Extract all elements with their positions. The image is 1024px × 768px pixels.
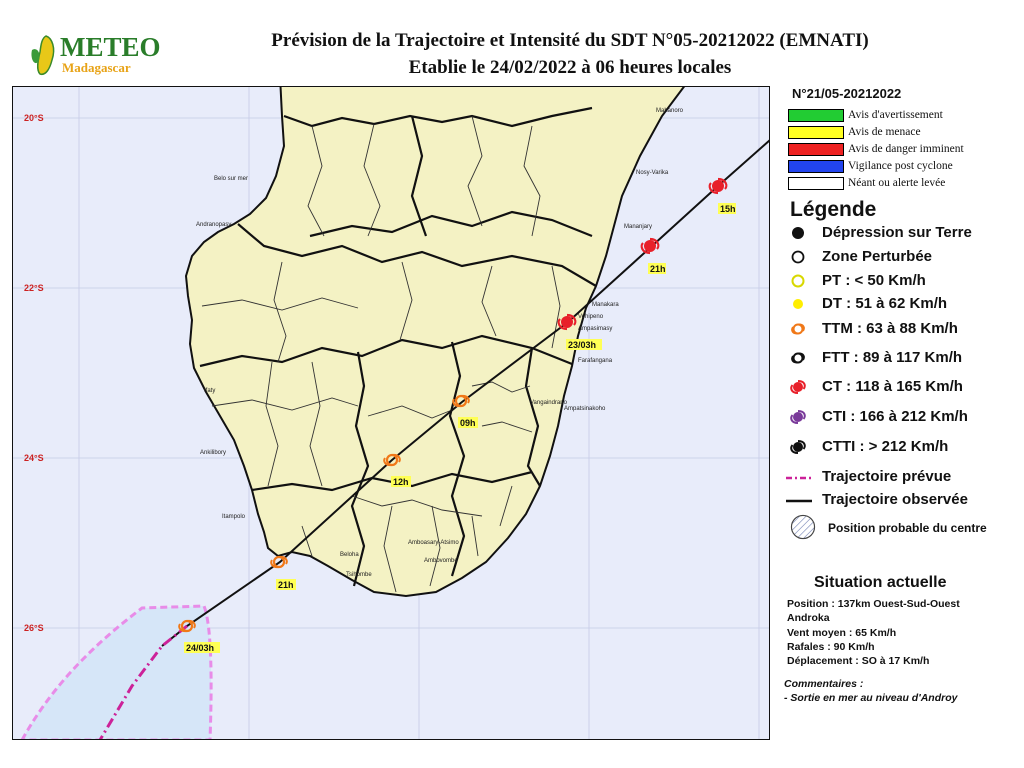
purple-cyclone-icon [788, 406, 814, 428]
alert-row-menace: Avis de menace [788, 126, 1018, 140]
alert-row-danger: Avis de danger imminent [788, 143, 1018, 157]
track-time-label: 12h [393, 477, 409, 487]
place-label: Andranopasy [196, 222, 231, 228]
legend-item-dt: DT : 51 à 62 Km/h [788, 293, 1018, 315]
track-time-label: 21h [650, 264, 666, 274]
yellow-circle-icon [788, 270, 814, 292]
place-label: Ambovombe [424, 558, 458, 564]
red-cyclone-icon [788, 376, 814, 398]
legend-label: FTT : 89 à 117 Km/h [822, 349, 962, 366]
legend-item-pt: PT : < 50 Km/h [788, 270, 1018, 292]
alert-swatch [788, 109, 844, 122]
track-time-label: 15h [720, 204, 736, 214]
place-label: Mananjary [624, 224, 652, 230]
lat-label-26s: 26°S [24, 623, 44, 633]
alert-label: Néant ou alerte levée [848, 177, 945, 189]
alert-swatch [788, 126, 844, 139]
page-title: Prévision de la Trajectoire et Intensité… [160, 30, 980, 52]
alert-swatch [788, 177, 844, 190]
alert-swatch [788, 160, 844, 173]
place-label: Vohipeno [578, 314, 604, 320]
alert-label: Avis de danger imminent [848, 143, 964, 155]
legend-item-ftt: FTT : 89 à 117 Km/h [788, 347, 1018, 369]
legend-item-depression-terre: Dépression sur Terre [788, 222, 1018, 244]
situation-position: Position : 137km Ouest-Sud-Ouest [787, 598, 960, 610]
place-label: Vangaindrano [530, 400, 568, 406]
legend-item-ct: CT : 118 à 165 Km/h [788, 376, 1018, 398]
legend-label: CTTI : > 212 Km/h [822, 438, 948, 455]
black-cyclone-icon [788, 436, 814, 458]
place-label: Belo sur mer [214, 176, 248, 182]
place-label: Manakara [592, 302, 619, 308]
legend-item-trajectoire-prevue: Trajectoire prévue [788, 466, 1018, 488]
lat-label-24s: 24°S [24, 453, 44, 463]
place-label: Ifaty [204, 388, 215, 394]
lat-label-20s: 20°S [24, 113, 44, 123]
comments-text: - Sortie en mer au niveau d'Androy [784, 692, 957, 704]
place-label: Mahanoro [656, 108, 684, 114]
place-label: Ampatsinakoho [564, 406, 606, 412]
orange-storm-icon [788, 318, 814, 340]
track-time-label: 21h [278, 580, 294, 590]
situation-position-place: Androka [787, 612, 830, 624]
alert-row-avertissement: Avis d'avertissement [788, 109, 1018, 123]
track-time-label: 24/03h [186, 643, 214, 653]
alert-row-neant: Néant ou alerte levée [788, 177, 1018, 191]
madagascar-logo-icon [28, 30, 62, 80]
legend-label: Dépression sur Terre [822, 224, 972, 241]
alert-row-vigilance: Vigilance post cyclone [788, 160, 1018, 174]
legend-item-position-probable: Position probable du centre [788, 516, 1018, 538]
legend-panel: N°21/05-20212022 Avis d'avertissement Av… [784, 84, 1016, 724]
legend-item-ttm: TTM : 63 à 88 Km/h [788, 318, 1018, 340]
legend-label: CTI : 166 à 212 Km/h [822, 408, 968, 425]
solid-black-line-icon [782, 489, 816, 511]
situation-wind: Vent moyen : 65 Km/h [787, 627, 896, 639]
legend-label: PT : < 50 Km/h [822, 272, 926, 289]
alert-label: Avis d'avertissement [848, 109, 943, 121]
alert-label: Vigilance post cyclone [848, 160, 953, 172]
page-subtitle: Etablie le 24/02/2022 à 06 heures locale… [160, 57, 980, 79]
open-circle-icon [788, 246, 814, 268]
place-label: Beloha [340, 552, 359, 558]
place-label: Ampasimasy [578, 326, 612, 332]
legend-item-trajectoire-observee: Trajectoire observée [788, 489, 1018, 511]
legend-title: Légende [790, 198, 876, 222]
bulletin-number: N°21/05-20212022 [792, 86, 901, 101]
track-time-label: 09h [460, 418, 476, 428]
legend-label: TTM : 63 à 88 Km/h [822, 320, 958, 337]
logo-word: METEO [60, 32, 161, 63]
place-label: Amboasary-Atsimo [408, 540, 459, 546]
place-label: Tsihombe [346, 572, 372, 578]
black-storm-icon [788, 347, 814, 369]
place-label: Nosy-Varika [636, 170, 669, 176]
legend-label: Zone Perturbée [822, 248, 932, 265]
legend-label: Trajectoire prévue [822, 468, 951, 485]
forecast-map[interactable]: 20°S 22°S 24°S 26°S Mahanoro Nosy-Varika… [12, 86, 770, 740]
filled-black-dot-icon [788, 222, 814, 244]
legend-label: DT : 51 à 62 Km/h [822, 295, 947, 312]
place-label: Itampolo [222, 514, 246, 520]
yellow-dot-icon [788, 293, 814, 315]
alert-swatch [788, 143, 844, 156]
meteo-madagascar-logo: METEO Madagascar [28, 30, 152, 80]
logo-subtitle: Madagascar [62, 60, 131, 76]
alert-label: Avis de menace [848, 126, 921, 138]
situation-gusts: Rafales : 90 Km/h [787, 641, 875, 653]
situation-title: Situation actuelle [814, 574, 946, 592]
place-label: Ankilibory [200, 450, 226, 456]
legend-label: Position probable du centre [828, 521, 987, 535]
lat-label-22s: 22°S [24, 283, 44, 293]
legend-label: CT : 118 à 165 Km/h [822, 378, 963, 395]
legend-item-ctti: CTTI : > 212 Km/h [788, 436, 1018, 458]
situation-movement: Déplacement : SO à 17 Km/h [787, 655, 929, 667]
place-label: Farafangana [578, 358, 613, 364]
dash-dot-magenta-line-icon [782, 466, 816, 488]
legend-item-zone-perturbee: Zone Perturbée [788, 246, 1018, 268]
track-time-label: 23/03h [568, 340, 596, 350]
hatched-circle-icon [788, 514, 818, 540]
legend-label: Trajectoire observée [822, 491, 968, 508]
comments-title: Commentaires : [784, 678, 863, 690]
legend-item-cti: CTI : 166 à 212 Km/h [788, 406, 1018, 428]
